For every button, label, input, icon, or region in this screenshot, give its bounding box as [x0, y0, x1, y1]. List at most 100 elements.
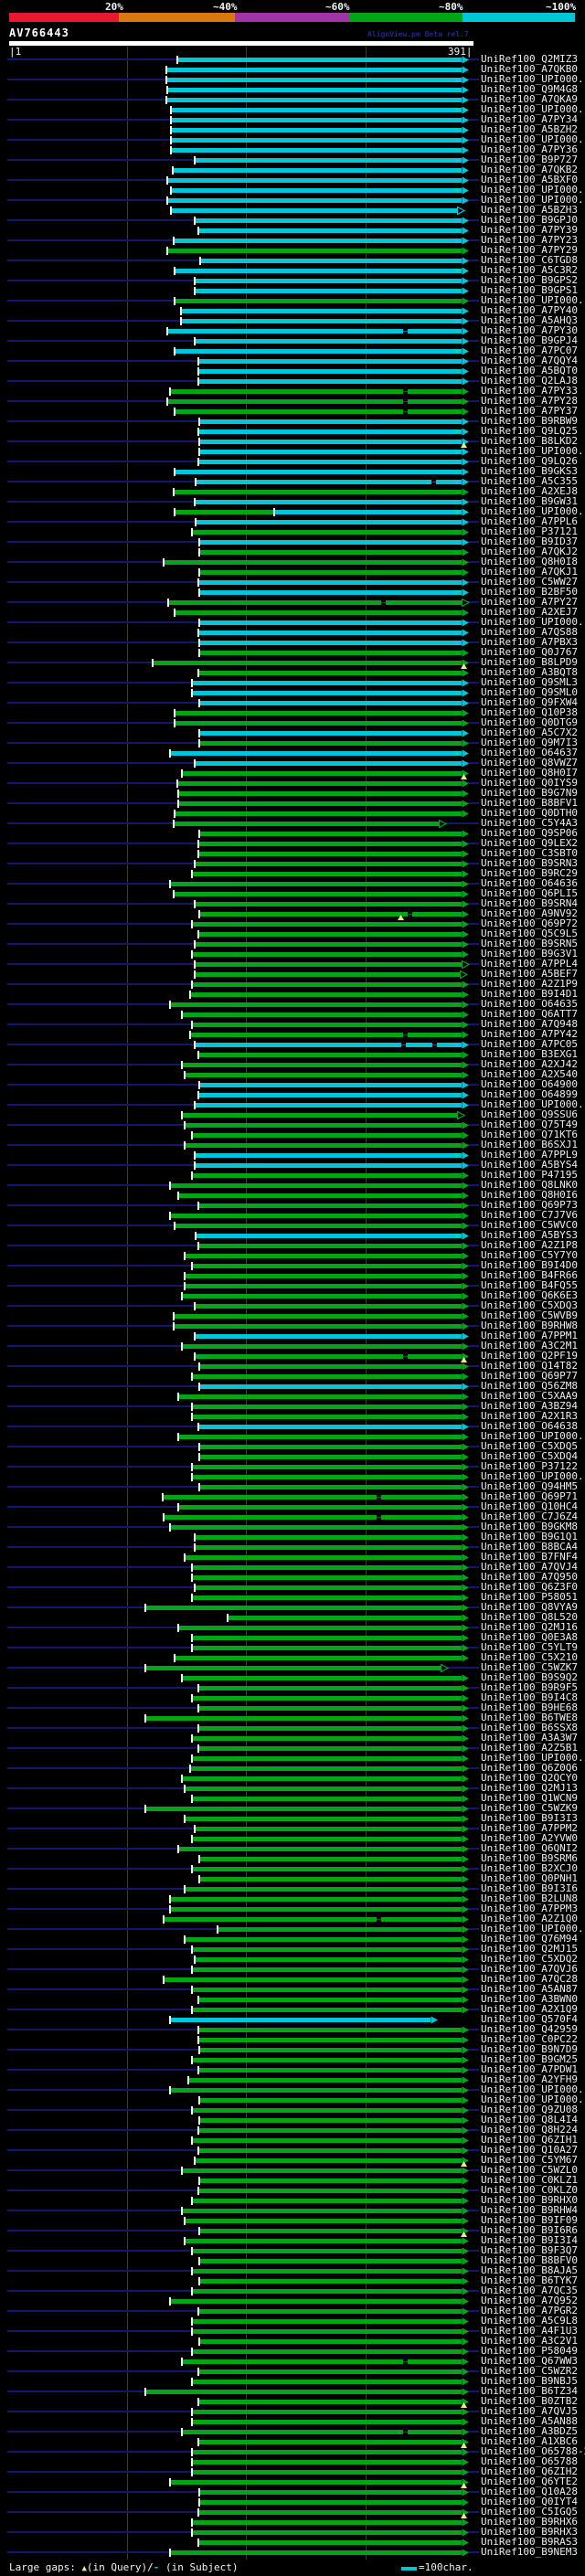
hit-label[interactable]: UniRef100_C5XDQ3 — [481, 1299, 578, 1311]
hit-bar[interactable] — [199, 2369, 462, 2374]
hit-label[interactable]: UniRef100_C7J6Z4 — [481, 1511, 578, 1522]
hit-label[interactable]: UniRef100_C5XDQ5 — [481, 1440, 578, 1452]
hit-label[interactable]: UniRef100_A2YVW0 — [481, 1832, 578, 1844]
hit-bar[interactable] — [146, 1716, 462, 1721]
hit-label[interactable]: UniRef100_A7PY36 — [481, 143, 578, 155]
hit-bar[interactable] — [193, 2008, 462, 2012]
hit-label[interactable]: UniRef100_B9SRN4 — [481, 897, 578, 909]
hit-bar[interactable] — [193, 2329, 462, 2334]
hit-label[interactable]: UniRef100_Q69P71 — [481, 1490, 578, 1502]
hit-label[interactable]: UniRef100_A7QQY4 — [481, 355, 578, 366]
hit-bar[interactable] — [168, 88, 462, 92]
hit-label[interactable]: UniRef100_A3BZ94 — [481, 1400, 578, 1412]
hit-bar[interactable] — [199, 671, 462, 675]
hit-bar[interactable] — [186, 2219, 462, 2223]
hit-bar[interactable] — [154, 661, 462, 665]
hit-label[interactable]: UniRef100_Q9M7I3 — [481, 737, 578, 748]
hit-label[interactable]: UniRef100_Q6Z0Q6 — [481, 1762, 578, 1774]
hit-bar[interactable] — [171, 2550, 462, 2555]
hit-label[interactable]: UniRef100_Q9LEX2 — [481, 837, 578, 849]
hit-bar[interactable] — [193, 2410, 462, 2414]
hit-label[interactable]: UniRef100_B9RBW9 — [481, 415, 578, 427]
hit-label[interactable]: UniRef100_A7PGR2 — [481, 2305, 578, 2316]
hit-label[interactable]: UniRef100_A7PC07 — [481, 345, 578, 356]
hit-bar[interactable] — [193, 2249, 462, 2253]
hit-bar[interactable] — [186, 1817, 462, 1821]
hit-label[interactable]: UniRef100_Q10A27 — [481, 2144, 578, 2156]
hit-label[interactable]: UniRef100_Q0DTH0 — [481, 807, 578, 819]
hit-bar[interactable] — [199, 1706, 462, 1711]
hit-bar[interactable] — [196, 1535, 462, 1540]
hit-bar[interactable] — [172, 188, 462, 193]
hit-label[interactable]: UniRef100_B9GM25 — [481, 2053, 578, 2065]
hit-label[interactable]: UniRef100_UPI000.. — [481, 1098, 585, 1110]
hit-bar[interactable] — [193, 1565, 462, 1570]
hit-bar[interactable] — [175, 822, 439, 826]
hit-label[interactable]: UniRef100_A5AHQ3 — [481, 314, 578, 326]
hit-label[interactable]: UniRef100_A7PY29 — [481, 244, 578, 256]
hit-label[interactable]: UniRef100_A7Q948 — [481, 1018, 578, 1030]
hit-label[interactable]: UniRef100_A7PPL4 — [481, 958, 578, 970]
hit-label[interactable]: UniRef100_A7QS88 — [481, 626, 578, 638]
hit-bar[interactable] — [199, 359, 462, 364]
hit-label[interactable]: UniRef100_A5C3R2 — [481, 264, 578, 276]
hit-label[interactable]: UniRef100_Q6ATT7 — [481, 1008, 578, 1020]
hit-label[interactable]: UniRef100_UPI000.. — [481, 2094, 585, 2105]
hit-bar[interactable] — [146, 1807, 462, 1811]
hit-bar[interactable] — [179, 801, 462, 806]
hit-label[interactable]: UniRef100_A7PY33 — [481, 385, 578, 397]
hit-bar[interactable] — [200, 1364, 462, 1369]
hit-bar[interactable] — [183, 1294, 462, 1299]
hit-label[interactable]: UniRef100_B9GPS2 — [481, 274, 578, 286]
hit-bar[interactable] — [200, 550, 462, 555]
hit-label[interactable]: UniRef100_B9I3I6 — [481, 1882, 578, 1894]
hit-bar[interactable] — [186, 1073, 462, 1077]
hit-bar[interactable] — [171, 2018, 431, 2022]
hit-bar[interactable] — [193, 2199, 462, 2203]
hit-bar[interactable] — [199, 228, 462, 233]
hit-label[interactable]: UniRef100_UPI000.. — [481, 1752, 585, 1764]
hit-bar[interactable] — [199, 2128, 462, 2133]
hit-label[interactable]: UniRef100_B9RC29 — [481, 867, 578, 879]
hit-label[interactable]: UniRef100_Q10P38 — [481, 706, 578, 718]
hit-bar[interactable] — [193, 2450, 462, 2454]
hit-bar[interactable] — [196, 1957, 462, 1962]
hit-label[interactable]: UniRef100_Q6YTE2 — [481, 2475, 578, 2487]
hit-label[interactable]: UniRef100_Q2PF19 — [481, 1350, 578, 1362]
hit-label[interactable]: UniRef100_Q2MJ13 — [481, 1782, 578, 1794]
hit-bar[interactable] — [193, 1264, 462, 1268]
hit-bar[interactable] — [199, 379, 462, 384]
hit-bar[interactable] — [165, 1977, 462, 1982]
hit-bar[interactable] — [179, 1626, 462, 1630]
hit-bar[interactable] — [193, 2420, 462, 2424]
hit-bar[interactable] — [199, 852, 462, 856]
hit-bar[interactable] — [171, 1525, 462, 1530]
hit-label[interactable]: UniRef100_A7PPM3 — [481, 1903, 578, 1914]
hit-bar[interactable] — [200, 2098, 462, 2103]
hit-bar[interactable] — [174, 168, 462, 173]
hit-label[interactable]: UniRef100_Q6PLI5 — [481, 887, 578, 899]
hit-label[interactable]: UniRef100_A3C2M1 — [481, 1340, 578, 1352]
hit-bar[interactable] — [199, 932, 462, 937]
hit-label[interactable]: UniRef100_O64636 — [481, 877, 578, 889]
hit-label[interactable]: UniRef100_Q67WW3 — [481, 2355, 578, 2367]
hit-label[interactable]: UniRef100_UPI000.. — [481, 1430, 585, 1442]
hit-label[interactable]: UniRef100_C5WZK9 — [481, 1802, 578, 1814]
hit-label[interactable]: UniRef100_B9RHW8 — [481, 1320, 578, 1331]
hit-bar[interactable] — [183, 1676, 462, 1680]
hit-bar[interactable] — [146, 1666, 441, 1670]
hit-bar[interactable] — [200, 741, 462, 746]
hit-bar[interactable] — [186, 1887, 462, 1892]
hit-label[interactable]: UniRef100_Q69P72 — [481, 917, 578, 929]
hit-label[interactable]: UniRef100_A9NV92 — [481, 907, 578, 919]
hit-bar[interactable] — [200, 2279, 462, 2284]
hit-label[interactable]: UniRef100_A7QKJ2 — [481, 546, 578, 557]
hit-bar[interactable] — [183, 1113, 457, 1118]
hit-bar[interactable] — [193, 872, 462, 876]
hit-bar[interactable] — [196, 279, 462, 283]
hit-label[interactable]: UniRef100_B9GKS3 — [481, 465, 578, 477]
hit-label[interactable]: UniRef100_Q6ZIH1 — [481, 2134, 578, 2146]
hit-bar[interactable] — [178, 781, 462, 786]
hit-bar[interactable] — [189, 2078, 462, 2083]
hit-bar[interactable] — [193, 2380, 462, 2384]
